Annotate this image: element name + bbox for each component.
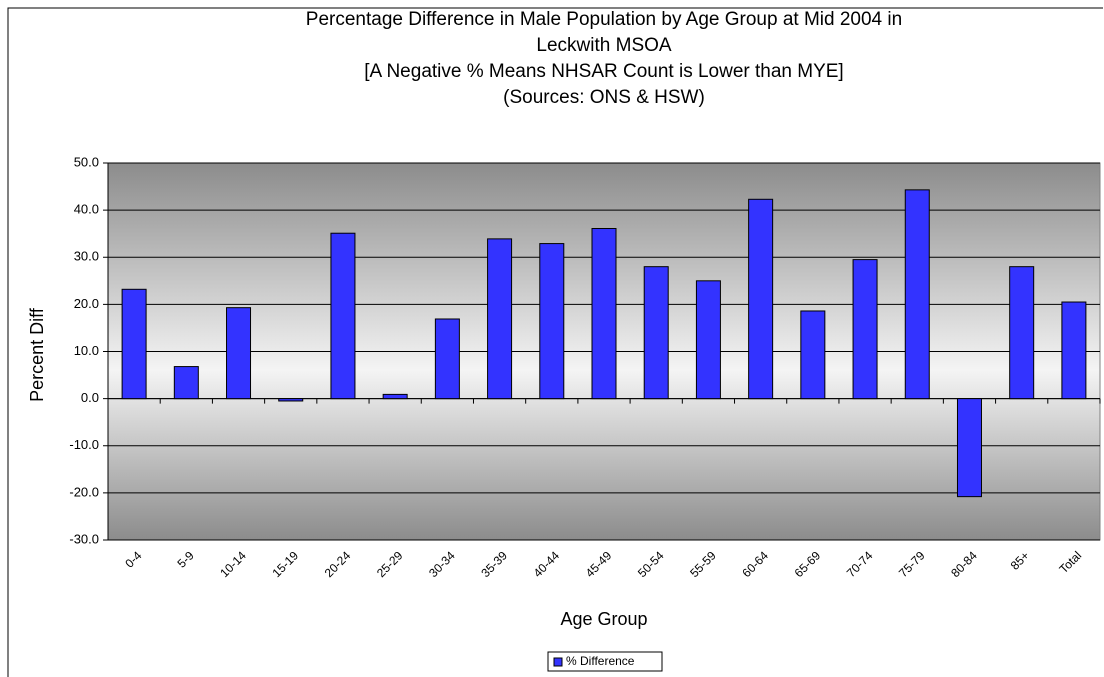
- chart-title-line: (Sources: ONS & HSW): [503, 87, 705, 108]
- bar: [852, 259, 878, 400]
- bar: [434, 318, 460, 400]
- x-tick-label: 15-19: [269, 548, 301, 580]
- bar: [487, 238, 513, 400]
- x-tick-label: 45-49: [583, 548, 615, 580]
- bar: [1061, 301, 1087, 400]
- bar: [121, 288, 147, 400]
- x-tick-label: 0-4: [122, 548, 144, 570]
- x-tick-label: 70-74: [844, 548, 876, 580]
- chart-title-line: [A Negative % Means NHSAR Count is Lower…: [364, 61, 843, 82]
- legend: % Difference: [547, 651, 663, 672]
- x-tick-label: 85+: [1008, 548, 1032, 572]
- x-tick-label: 65-69: [792, 548, 824, 580]
- bar: [539, 243, 565, 400]
- bar: [173, 366, 199, 400]
- legend-label: % Difference: [566, 654, 635, 668]
- chart-title-line: Leckwith MSOA: [536, 35, 671, 56]
- bar: [591, 228, 617, 400]
- bar: [1009, 266, 1035, 400]
- y-tick-label: 40.0: [74, 202, 99, 217]
- x-tick-label: 40-44: [531, 548, 563, 580]
- y-tick-label: 0.0: [81, 390, 99, 405]
- bar: [695, 280, 721, 400]
- x-tick-label: 10-14: [217, 548, 249, 580]
- x-tick-label: Total: [1056, 548, 1084, 576]
- x-axis-title: Age Group: [560, 609, 647, 629]
- y-tick-label: 30.0: [74, 249, 99, 264]
- x-tick-label: 20-24: [322, 548, 354, 580]
- bar: [956, 398, 982, 498]
- bar: [904, 189, 930, 400]
- bar: [226, 307, 252, 400]
- bar: [800, 310, 826, 400]
- x-tick-label: 55-59: [687, 548, 719, 580]
- x-tick-label: 30-34: [426, 548, 458, 580]
- chart-title-line: Percentage Difference in Male Population…: [306, 9, 902, 30]
- bar: [382, 393, 408, 400]
- legend-box: [547, 651, 663, 672]
- x-tick-label: 5-9: [175, 548, 197, 570]
- y-tick-label: 20.0: [74, 296, 99, 311]
- bar: [330, 232, 356, 400]
- x-tick-label: 60-64: [739, 548, 771, 580]
- x-tick-label: 80-84: [948, 548, 980, 580]
- bar: [748, 198, 774, 400]
- bar: [278, 398, 304, 402]
- x-tick-label: 75-79: [896, 548, 928, 580]
- x-tick-label: 50-54: [635, 548, 667, 580]
- chart-border: [7, 7, 1103, 677]
- x-tick-label: 35-39: [478, 548, 510, 580]
- x-tick-label: 25-29: [374, 548, 406, 580]
- y-axis-title: Percent Diff: [27, 307, 47, 402]
- y-tick-label: -30.0: [69, 531, 99, 546]
- chart-title: Percentage Difference in Male Population…: [306, 9, 902, 108]
- y-tick-label: -20.0: [69, 484, 99, 499]
- bar: [643, 266, 669, 400]
- y-tick-label: 50.0: [74, 154, 99, 169]
- y-tick-label: -10.0: [69, 437, 99, 452]
- legend-swatch: [553, 657, 563, 667]
- y-tick-label: 10.0: [74, 343, 99, 358]
